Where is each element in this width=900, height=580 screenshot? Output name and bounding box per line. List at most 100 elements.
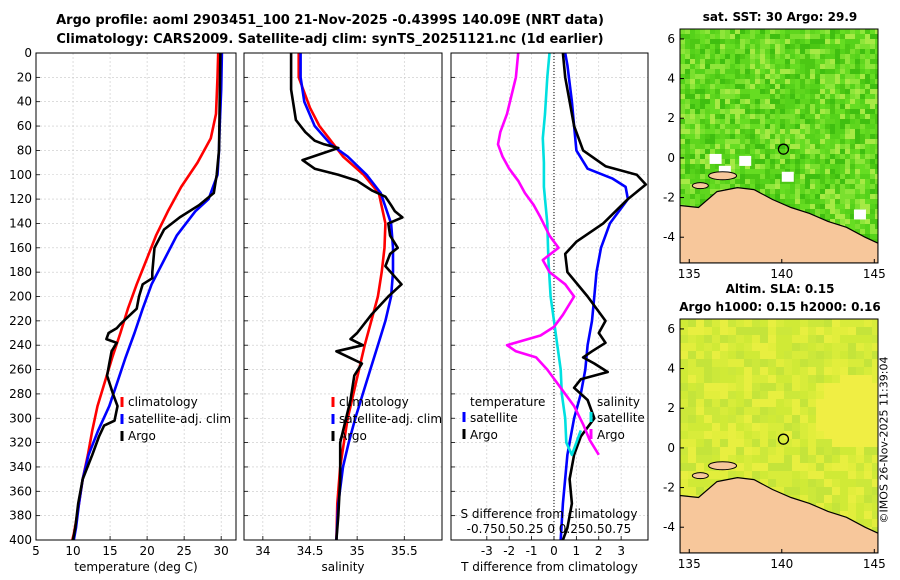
map-cell — [870, 169, 875, 174]
map-cell — [824, 431, 832, 439]
legend-label: climatology — [128, 395, 198, 409]
map-cell — [835, 184, 840, 189]
map-cell — [700, 129, 705, 134]
map-cell — [848, 463, 856, 471]
map-cell — [855, 154, 860, 159]
map-cell — [744, 471, 752, 479]
map-cell — [805, 99, 810, 104]
map-cell — [730, 164, 735, 169]
map-cell — [750, 179, 755, 184]
map-cell — [825, 134, 830, 139]
map-cell — [728, 335, 736, 343]
map-cell — [870, 129, 875, 134]
map-cell — [770, 119, 775, 124]
map-cell — [848, 495, 856, 503]
map-cell — [720, 319, 728, 327]
map-cell — [780, 124, 785, 129]
map-cell — [755, 129, 760, 134]
map-cell — [725, 89, 730, 94]
map-cell — [725, 49, 730, 54]
map-cell — [845, 119, 850, 124]
top-axis-tick-labels: -0.750.50.25 0 0.250.50.75 — [467, 522, 632, 536]
map-cell — [830, 39, 835, 44]
map-cell — [765, 109, 770, 114]
map-cell — [760, 84, 765, 89]
map-cell — [760, 189, 765, 194]
map-cell — [695, 64, 700, 69]
map-cell — [784, 423, 792, 431]
map-cell — [744, 439, 752, 447]
map-cell — [740, 164, 745, 169]
map-cell — [845, 64, 850, 69]
map-cell — [760, 343, 768, 351]
map-cell — [800, 129, 805, 134]
map-cell — [850, 224, 855, 229]
map-cell — [690, 59, 695, 64]
map-cell — [765, 39, 770, 44]
map-cell — [750, 104, 755, 109]
map-cell — [808, 367, 816, 375]
map-cell — [680, 124, 685, 129]
map-cell — [805, 59, 810, 64]
map-cell — [752, 351, 760, 359]
map-cell — [696, 399, 704, 407]
map-cell — [816, 447, 824, 455]
map-cell — [725, 139, 730, 144]
map-cell — [770, 34, 775, 39]
x-tick-label: 145 — [863, 267, 886, 281]
map-cell — [815, 104, 820, 109]
map-cell — [816, 399, 824, 407]
map-cell — [736, 383, 744, 391]
map-cell — [840, 64, 845, 69]
map-cell — [870, 174, 875, 179]
y-tick-label: 100 — [9, 168, 32, 182]
map-cell — [728, 343, 736, 351]
map-cell — [860, 79, 865, 84]
map-cell — [745, 124, 750, 129]
map-cell — [865, 229, 870, 234]
map-cell — [710, 169, 715, 174]
map-cell — [760, 455, 768, 463]
map-cell — [800, 351, 808, 359]
map-cell — [792, 383, 800, 391]
map-cell — [800, 149, 805, 154]
map-cell — [840, 189, 845, 194]
map-cell — [800, 487, 808, 495]
map-cell — [800, 159, 805, 164]
map-cell — [865, 84, 870, 89]
map-cell — [705, 194, 710, 199]
map-cell — [850, 124, 855, 129]
map-cell — [860, 224, 865, 229]
map-cell — [875, 179, 878, 184]
map-cell — [728, 367, 736, 375]
map-cell — [805, 109, 810, 114]
map-cell — [695, 104, 700, 109]
map-cell — [745, 149, 750, 154]
map-cell — [780, 139, 785, 144]
map-cell — [795, 149, 800, 154]
map-cell — [685, 89, 690, 94]
map-field — [680, 319, 878, 553]
map-cell — [685, 29, 690, 34]
map-cell — [835, 149, 840, 154]
map-cell — [835, 199, 840, 204]
map-cell — [680, 319, 688, 327]
map-cell — [790, 54, 795, 59]
map-cell — [820, 49, 825, 54]
map-cell — [865, 179, 870, 184]
map-cell — [768, 319, 776, 327]
map-cell — [805, 84, 810, 89]
map-cell — [805, 104, 810, 109]
map-cell — [850, 114, 855, 119]
map-cell — [730, 104, 735, 109]
x-tick-label: 0 — [550, 544, 558, 558]
map-cell — [832, 399, 840, 407]
map-cell — [760, 94, 765, 99]
y-tick-label: 180 — [9, 265, 32, 279]
map-cell — [850, 84, 855, 89]
map-cell — [720, 375, 728, 383]
map-cell — [745, 94, 750, 99]
map-cell — [830, 79, 835, 84]
map-cell — [685, 174, 690, 179]
map-cell — [745, 54, 750, 59]
